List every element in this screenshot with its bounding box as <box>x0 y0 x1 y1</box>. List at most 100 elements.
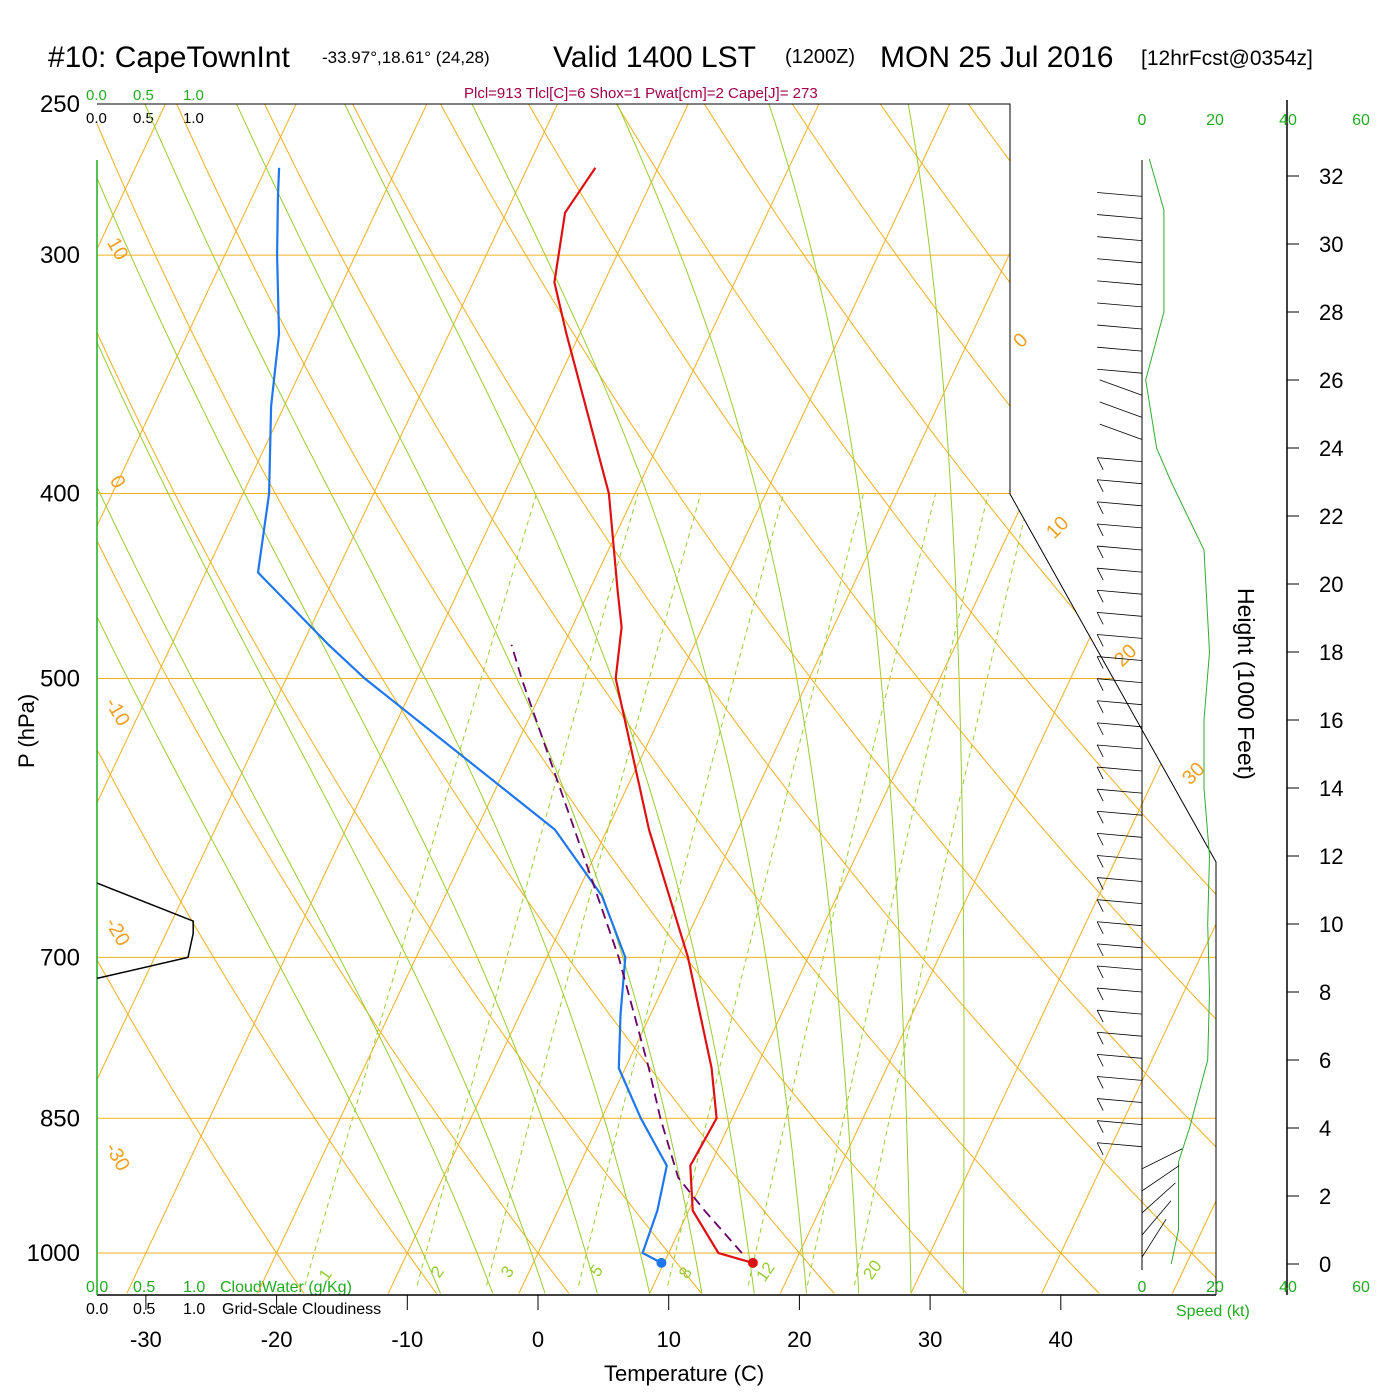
wind-barb-flag <box>1096 479 1104 492</box>
height-tick-label: 26 <box>1319 368 1343 393</box>
y-axis-title: P (hPa) <box>14 694 39 768</box>
wind-barb-flag <box>1096 722 1104 736</box>
isotherm-label: 10 <box>102 234 132 264</box>
wind-barb-flag <box>1096 1098 1104 1111</box>
height-axis-title: Height (1000 Feet) <box>1233 588 1259 780</box>
pressure-tick-label: 250 <box>40 91 80 118</box>
wind-barb <box>1097 302 1143 308</box>
wind-barb <box>1097 921 1143 927</box>
mixing-ratio-label: 8 <box>675 1264 696 1283</box>
wind-barb <box>1097 523 1143 529</box>
wind-barb <box>1097 280 1143 286</box>
wind-barb <box>1097 1098 1143 1103</box>
x-tick-label: 30 <box>918 1327 942 1352</box>
speed-tick-bottom: 60 <box>1352 1279 1370 1296</box>
wind-barb <box>1097 1009 1143 1015</box>
wind-barb <box>1097 965 1143 971</box>
isotherm-label: -10 <box>100 694 134 730</box>
height-tick-label: 24 <box>1319 436 1343 461</box>
bottom-green-2: 1.0 <box>183 1279 205 1296</box>
top-black-0: 0.0 <box>86 110 107 127</box>
wind-barb <box>1141 1200 1172 1236</box>
x-tick-label: 10 <box>656 1327 680 1352</box>
wind-barb <box>1141 1165 1180 1192</box>
isotherm <box>1171 104 1216 1294</box>
pressure-tick-label: 850 <box>40 1105 80 1132</box>
wind-barb <box>1097 634 1143 639</box>
wind-barb <box>1141 1218 1167 1258</box>
wind-barb-flag <box>1096 545 1104 559</box>
speed-tick-top: 20 <box>1206 112 1224 129</box>
mixing-ratio-label: 5 <box>586 1262 607 1281</box>
cloudwater-label: CloudWater (g/Kg) <box>220 1279 352 1296</box>
station-coords: -33.97°,18.61° (24,28) <box>322 48 490 67</box>
dry-adiabat <box>161 104 967 1294</box>
wind-barb <box>1097 722 1143 728</box>
wind-barb <box>1097 214 1143 219</box>
moist-adiabat <box>328 104 755 1294</box>
isotherm-label: 0 <box>1009 329 1032 352</box>
dry-adiabat <box>509 104 1216 1294</box>
height-tick-label: 16 <box>1319 708 1343 733</box>
isotherm-label: 30 <box>1178 758 1209 789</box>
wind-barb <box>1097 678 1143 683</box>
dry-adiabat <box>1292 70 1400 1293</box>
top-scale: 0.0 0.5 1.0 0.0 0.5 1.0 <box>86 87 204 127</box>
moist-adiabat <box>901 104 965 1294</box>
isotherm-label: 0 <box>105 472 130 493</box>
wind-barb-flag <box>1096 1054 1104 1067</box>
wind-barb-flag <box>1096 612 1104 625</box>
wind-barb-flag <box>1096 965 1104 979</box>
sounding-params: Plcl=913 Tlcl[C]=6 Shox=1 Pwat[cm]=2 Cap… <box>464 85 818 102</box>
wind-barb <box>1097 766 1143 772</box>
dry-adiabat <box>248 104 1100 1294</box>
parcel-line <box>510 644 743 1254</box>
mixing-ratio-line <box>416 493 639 1286</box>
bottom-black-1: 0.5 <box>133 1301 155 1318</box>
x-tick-label: -10 <box>391 1327 423 1352</box>
isotherm <box>126 104 722 1294</box>
speed-tick-top: 0 <box>1138 112 1147 129</box>
moist-adiabat <box>97 104 441 1294</box>
height-tick-label: 4 <box>1319 1116 1331 1141</box>
mixing-ratio-line <box>486 493 702 1286</box>
isotherm <box>649 104 1216 1294</box>
speed-axis-label: Speed (kt) <box>1176 1303 1250 1320</box>
height-tick-label: 18 <box>1319 640 1343 665</box>
isotherm <box>97 104 591 1294</box>
wind-barb <box>1097 744 1143 750</box>
wind-barb-flag <box>1096 899 1104 912</box>
forecast-info: [12hrFcst@0354z] <box>1141 47 1313 70</box>
isotherm <box>1303 35 1400 1294</box>
pressure-tick-label: 700 <box>40 944 80 971</box>
cloudiness-line <box>96 882 194 980</box>
wind-barb-flag <box>1096 1032 1104 1045</box>
moist-adiabat <box>97 104 598 1294</box>
x-tick-label: 20 <box>787 1327 811 1352</box>
height-tick-label: 12 <box>1319 844 1343 869</box>
wind-barb <box>1097 987 1143 993</box>
surface-dewpoint-marker <box>656 1257 667 1268</box>
wind-barb-flag <box>1096 457 1104 470</box>
wind-barb <box>1097 1031 1143 1037</box>
wind-barb <box>1097 611 1143 617</box>
bottom-black-0: 0.0 <box>86 1301 108 1318</box>
wind-barb-flag <box>1096 501 1104 515</box>
wind-barb-flag <box>1096 678 1104 691</box>
wind-speed-line <box>1145 158 1211 1265</box>
pressure-tick-label: 500 <box>40 666 80 693</box>
mixing-ratio-line <box>578 493 784 1286</box>
wind-barb <box>1097 368 1143 374</box>
plot-frame <box>97 103 1217 1295</box>
moist-adiabat <box>97 104 494 1294</box>
height-tick-label: 6 <box>1319 1048 1331 1073</box>
height-tick-label: 0 <box>1319 1252 1331 1277</box>
wind-barb <box>1097 258 1143 264</box>
wind-barb-flag <box>1096 700 1104 713</box>
top-black-2: 1.0 <box>183 110 204 127</box>
zulu-time: (1200Z) <box>785 46 855 68</box>
top-green-0: 0.0 <box>86 87 107 104</box>
mixing-ratio-label: 20 <box>859 1257 885 1283</box>
wind-barb <box>1097 700 1143 706</box>
pressure-tick-label: 300 <box>40 242 80 269</box>
